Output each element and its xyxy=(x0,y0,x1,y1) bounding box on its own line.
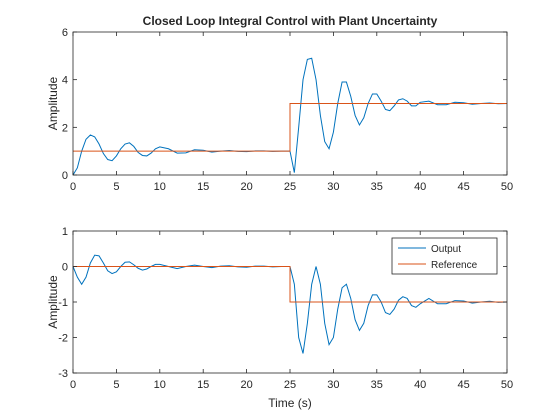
x-tick-label: 45 xyxy=(457,379,469,391)
y-axis-label: Amplitude xyxy=(46,275,60,329)
x-tick-label: 35 xyxy=(371,181,383,193)
top-plot: 0 5 10 15 20 25 30 35 40 45 50 0 2 4 6 Amplitude xyxy=(46,27,513,193)
y-tick-label: 6 xyxy=(62,27,68,39)
legend-label: Reference xyxy=(431,260,478,271)
x-tick-label: 5 xyxy=(113,181,119,193)
y-tick-label: 2 xyxy=(62,122,68,134)
y-tick-label: 1 xyxy=(62,226,68,238)
y-axis-label: Amplitude xyxy=(46,77,60,131)
x-tick-label: 10 xyxy=(154,379,166,391)
y-tick-label: -2 xyxy=(58,333,68,345)
y-tick-label: 0 xyxy=(62,170,68,182)
x-tick-label: 50 xyxy=(501,181,513,193)
x-tick-label: 40 xyxy=(414,379,426,391)
x-tick-label: 10 xyxy=(154,181,166,193)
y-tick-label: -3 xyxy=(58,368,68,380)
x-tick-label: 50 xyxy=(501,379,513,391)
x-tick-label: 20 xyxy=(240,379,252,391)
x-tick-label: 20 xyxy=(240,181,252,193)
x-tick-label: 15 xyxy=(197,379,209,391)
x-tick-label: 25 xyxy=(284,379,296,391)
x-tick-label: 35 xyxy=(371,379,383,391)
x-tick-label: 0 xyxy=(70,181,76,193)
x-tick-label: 45 xyxy=(457,181,469,193)
y-tick-label: 0 xyxy=(62,262,68,274)
x-tick-label: 15 xyxy=(197,181,209,193)
x-tick-label: 30 xyxy=(327,181,339,193)
x-axis-label: Time (s) xyxy=(268,396,312,410)
figure-title: Closed Loop Integral Control with Plant … xyxy=(143,14,438,28)
x-tick-label: 5 xyxy=(113,379,119,391)
x-tick-label: 25 xyxy=(284,181,296,193)
y-tick-label: 4 xyxy=(62,75,68,87)
legend-label: Output xyxy=(431,244,461,255)
x-tick-label: 40 xyxy=(414,181,426,193)
legend: Output Reference xyxy=(392,238,497,274)
bottom-plot: 0 5 10 15 20 25 30 35 40 45 50-3-2-101AmplitudeTim… xyxy=(46,226,513,410)
x-tick-label: 30 xyxy=(327,379,339,391)
x-tick-label: 0 xyxy=(70,379,76,391)
